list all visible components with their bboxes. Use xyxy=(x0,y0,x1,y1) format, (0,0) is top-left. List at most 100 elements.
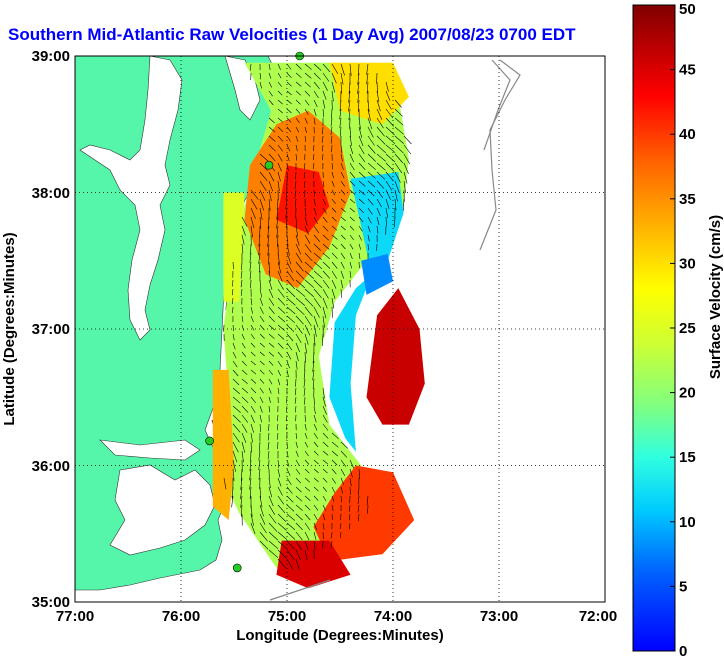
velocity-vector xyxy=(241,414,249,423)
velocity-vector xyxy=(312,351,315,364)
velocity-vector xyxy=(304,315,312,327)
velocity-vector xyxy=(340,486,343,494)
velocity-vector xyxy=(231,495,234,508)
velocity-vector xyxy=(250,414,255,423)
velocity-vector xyxy=(357,72,360,85)
velocity-vector xyxy=(340,450,348,458)
velocity-vector xyxy=(286,72,292,79)
velocity-vector xyxy=(313,540,316,550)
velocity-vector xyxy=(268,387,272,394)
velocity-vector xyxy=(322,405,327,415)
velocity-vector xyxy=(376,108,383,120)
velocity-vector xyxy=(304,468,310,474)
velocity-vector xyxy=(295,90,302,96)
velocity-vector xyxy=(241,396,249,404)
velocity-vector xyxy=(331,531,333,539)
velocity-vector xyxy=(258,450,261,461)
velocity-vector xyxy=(358,162,366,171)
velocity-vector xyxy=(385,81,389,92)
velocity-vector xyxy=(393,216,396,228)
velocity-vector xyxy=(340,495,343,503)
velocity-vector xyxy=(340,261,345,269)
velocity-vector xyxy=(241,234,245,245)
velocity-vector xyxy=(349,243,354,250)
velocity-vector xyxy=(349,126,351,138)
velocity-vector xyxy=(331,486,336,493)
velocity-vector xyxy=(367,216,372,224)
velocity-vector xyxy=(268,306,275,314)
velocity-vector xyxy=(322,432,329,439)
velocity-vector xyxy=(241,261,243,271)
velocity-vector xyxy=(294,198,297,208)
velocity-vector xyxy=(339,99,342,111)
velocity-vector xyxy=(259,306,264,314)
velocity-vector xyxy=(286,522,296,531)
velocity-vector xyxy=(349,261,352,269)
velocity-vector xyxy=(286,306,296,315)
velocity-vector xyxy=(340,180,345,187)
velocity-vector xyxy=(403,198,405,211)
velocity-vector xyxy=(313,63,322,71)
velocity-vector xyxy=(358,189,366,196)
velocity-vector xyxy=(277,261,282,274)
velocity-vector xyxy=(358,216,364,223)
velocity-vector xyxy=(367,189,375,197)
velocity-vector xyxy=(340,441,349,449)
velocity-vector xyxy=(339,531,342,539)
velocity-vector xyxy=(313,324,317,337)
velocity-vector xyxy=(376,198,382,208)
velocity-vector xyxy=(376,180,385,189)
velocity-vector xyxy=(331,72,337,84)
velocity-vector xyxy=(295,99,301,105)
colorbar-tick-label: 35 xyxy=(679,191,696,208)
velocity-vector xyxy=(322,279,330,289)
velocity-vector xyxy=(268,279,273,290)
velocity-vector xyxy=(295,342,300,353)
velocity-vector xyxy=(376,189,384,199)
velocity-vector xyxy=(331,225,338,231)
velocity-vector xyxy=(313,504,319,511)
colorbar-tick-label: 45 xyxy=(679,62,696,79)
velocity-vector xyxy=(268,63,271,70)
velocity-vector xyxy=(304,513,311,521)
velocity-vector xyxy=(367,171,376,179)
velocity-vector xyxy=(295,144,298,152)
velocity-vector xyxy=(259,396,264,404)
radar-station-marker xyxy=(232,563,242,573)
velocity-vector xyxy=(268,81,273,88)
velocity-vector xyxy=(249,477,252,490)
velocity-vector xyxy=(258,459,261,471)
velocity-vector xyxy=(313,117,316,125)
velocity-vector xyxy=(322,207,327,214)
velocity-vector xyxy=(241,216,248,227)
colorbar-tick-label: 25 xyxy=(679,320,696,337)
velocity-vector xyxy=(339,117,342,128)
velocity-vector xyxy=(250,396,256,403)
velocity-vector xyxy=(277,558,287,569)
velocity-vector xyxy=(268,396,271,403)
velocity-vector xyxy=(313,297,322,308)
velocity-vector xyxy=(241,378,248,385)
velocity-vector xyxy=(394,117,404,126)
velocity-vector xyxy=(285,207,288,219)
velocity-vector xyxy=(331,450,338,457)
velocity-vector xyxy=(349,144,354,154)
velocity-vector xyxy=(330,135,333,144)
velocity-vector xyxy=(403,171,408,184)
velocity-vector xyxy=(313,315,319,328)
velocity-vector xyxy=(295,486,302,493)
velocity-vector xyxy=(340,216,346,222)
velocity-vector xyxy=(277,171,281,182)
velocity-vector xyxy=(331,297,335,309)
velocity-vector xyxy=(268,378,273,385)
velocity-vector xyxy=(277,531,288,540)
velocity-vector xyxy=(313,477,319,483)
velocity-vector xyxy=(276,207,279,220)
velocity-vector xyxy=(313,108,317,116)
velocity-vector xyxy=(312,153,315,161)
velocity-vector xyxy=(286,90,292,96)
velocity-vector xyxy=(250,279,252,289)
velocity-vector xyxy=(250,504,253,517)
velocity-vector xyxy=(349,477,352,487)
velocity-vector xyxy=(385,216,387,227)
